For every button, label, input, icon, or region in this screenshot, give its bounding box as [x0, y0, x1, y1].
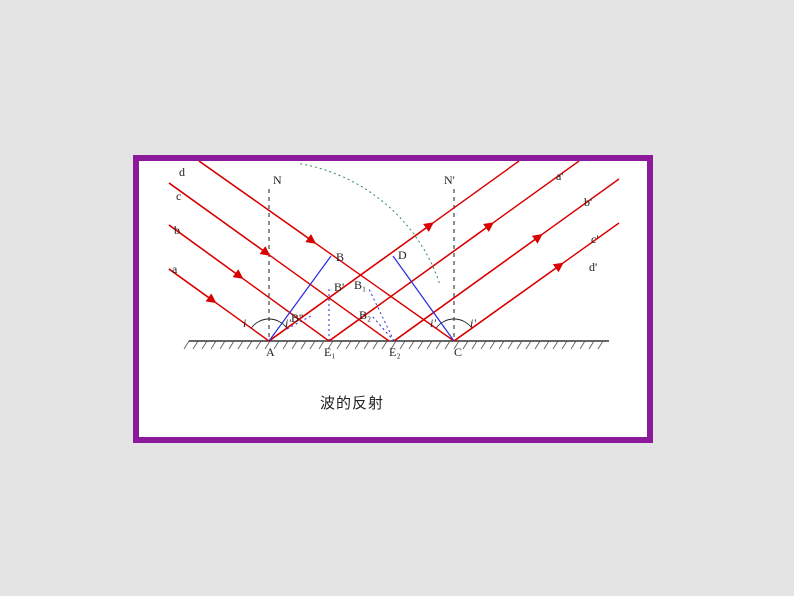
svg-text:i': i': [430, 316, 436, 330]
svg-text:B₁: B₁: [354, 278, 366, 292]
svg-text:b: b: [174, 223, 180, 237]
svg-text:E₁: E₁: [324, 345, 336, 359]
svg-text:c': c': [591, 232, 599, 246]
svg-text:B': B': [334, 280, 344, 294]
svg-text:c: c: [176, 189, 181, 203]
caption: 波的反射: [320, 392, 384, 413]
svg-text:a': a': [556, 169, 564, 183]
svg-text:d: d: [179, 165, 185, 179]
svg-text:E₂: E₂: [389, 345, 401, 359]
svg-text:C: C: [454, 345, 462, 359]
reflection-diagram: a b cd a' b' c' d' N N' A E₁ E₂ C B B' B'' B₁ B₂ Di i' i' i': [139, 161, 647, 437]
diagram-frame: a b cd a' b' c' d' N N' A E₁ E₂ C B B' B'' B₁ B₂ Di i' i' i': [133, 155, 653, 443]
svg-text:a: a: [172, 262, 178, 276]
svg-text:N: N: [273, 173, 282, 187]
svg-text:b': b': [584, 195, 592, 209]
svg-text:i': i': [285, 316, 291, 330]
svg-text:B'': B'': [291, 311, 303, 325]
svg-text:B: B: [336, 250, 344, 264]
svg-text:D: D: [398, 248, 407, 262]
svg-text:A: A: [266, 345, 275, 359]
svg-text:d': d': [589, 260, 597, 274]
svg-text:i: i: [243, 316, 246, 330]
svg-text:i': i': [470, 316, 476, 330]
svg-text:B₂: B₂: [359, 308, 371, 322]
svg-text:N': N': [444, 173, 455, 187]
